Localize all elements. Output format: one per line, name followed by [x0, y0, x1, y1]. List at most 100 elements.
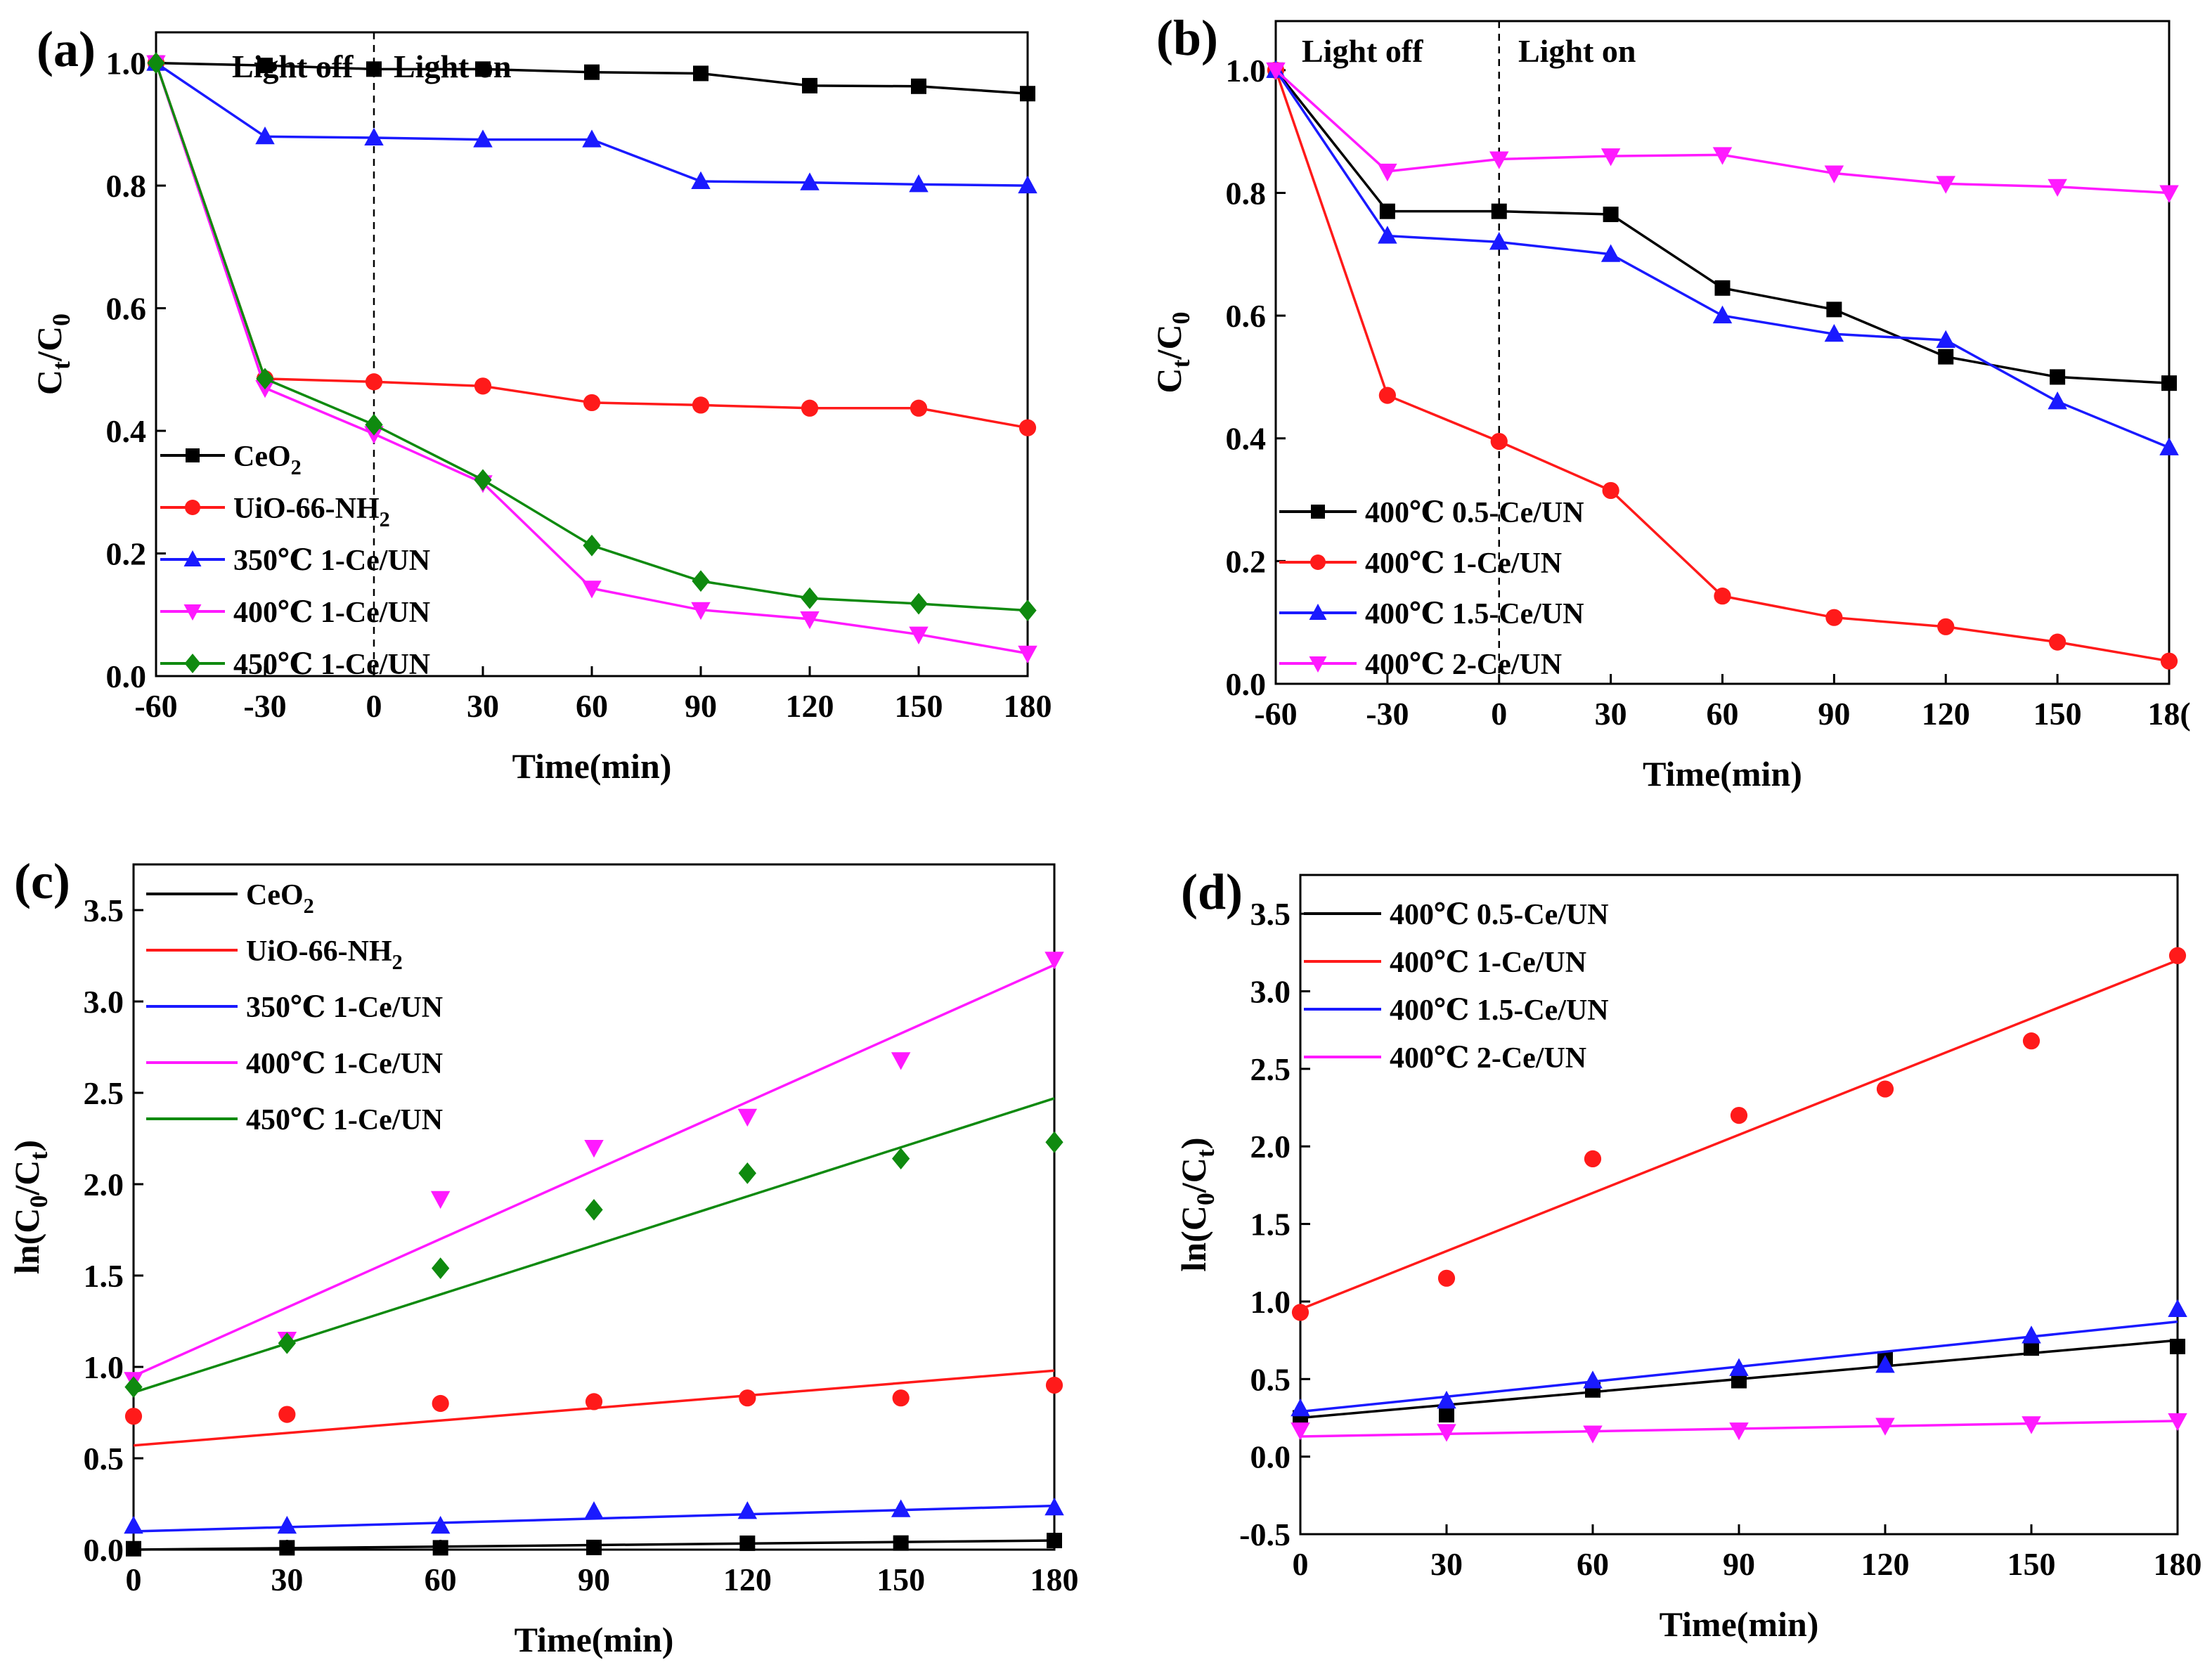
- data-point: [800, 611, 820, 630]
- subscript: t: [25, 1152, 53, 1160]
- text-part: ): [7, 1140, 46, 1152]
- data-point: [584, 1140, 604, 1158]
- text-part: 400℃ 1-Ce/UN: [1365, 547, 1562, 580]
- text-part: CeO: [233, 441, 291, 473]
- legend-marker: [1311, 505, 1325, 519]
- legend-label: 450℃ 1-Ce/UN: [233, 649, 430, 681]
- data-point: [1489, 232, 1509, 250]
- series-0: [126, 1533, 1062, 1557]
- plot-frame: [155, 31, 1029, 677]
- data-point: [256, 368, 274, 390]
- x-axis-title: Time(min): [1643, 754, 1802, 793]
- x-tick-label: 60: [1577, 1546, 1609, 1582]
- y-tick-label: 2.5: [84, 1075, 124, 1111]
- panel-d: 0 30 60 90 120 150 180 -0.5 0.0 0.5 1.0 1.5 2.0 2.5 3.…: [1174, 864, 2202, 1644]
- light-on-label: Light on: [1518, 33, 1636, 69]
- data-point: [2022, 1325, 2041, 1344]
- legend-label: 350℃ 1-Ce/UN: [233, 545, 430, 577]
- data-point: [430, 1191, 451, 1209]
- legend-label: 400℃ 1-Ce/UN: [246, 1048, 443, 1080]
- light-off-label: Light off: [1302, 33, 1423, 69]
- series-1: [124, 1369, 1063, 1447]
- x-tick-label: -30: [1366, 696, 1409, 732]
- data-point: [586, 1539, 602, 1555]
- y-tick-label: 0.6: [106, 291, 147, 327]
- data-point: [1291, 1422, 1310, 1441]
- data-point: [1378, 163, 1397, 182]
- text-part: UiO-66-NH: [246, 935, 392, 968]
- y-tick-label: 1.5: [1250, 1207, 1291, 1243]
- data-point: [257, 58, 273, 74]
- y-tick-label: 0.4: [106, 413, 147, 449]
- data-point: [1712, 305, 1733, 324]
- data-point: [2159, 437, 2179, 455]
- series-2: [1291, 1299, 2187, 1417]
- data-point: [585, 1199, 603, 1221]
- legend-marker: [185, 500, 200, 515]
- data-point: [432, 1257, 450, 1279]
- data-point: [432, 1540, 448, 1556]
- data-point: [800, 172, 820, 190]
- legend-marker: [183, 604, 202, 621]
- data-point: [801, 399, 819, 417]
- x-tick-label: 150: [895, 688, 943, 724]
- data-point: [891, 1052, 911, 1070]
- data-point: [279, 1540, 295, 1556]
- data-point: [1875, 1355, 1895, 1373]
- data-point: [1018, 645, 1037, 664]
- legend-marker: [183, 550, 202, 566]
- data-point: [1825, 609, 1843, 626]
- text-part: 350℃ 1-Ce/UN: [233, 545, 430, 577]
- data-point: [1875, 1418, 1895, 1436]
- x-tick-label: -60: [1254, 696, 1297, 732]
- legend-label: 400℃ 0.5-Ce/UN: [1365, 497, 1584, 529]
- text-part: 350℃ 1-Ce/UN: [246, 992, 443, 1024]
- subscript: 0: [1167, 311, 1195, 324]
- y-tick-label: 2.0: [84, 1167, 124, 1202]
- x-axis-title: Time(min): [1660, 1604, 1819, 1644]
- fit-line: [1300, 959, 2178, 1311]
- legend-marker: [1309, 656, 1327, 673]
- data-point: [365, 373, 383, 391]
- text-part: 400℃ 1-Ce/UN: [233, 597, 430, 629]
- data-point: [584, 64, 600, 80]
- x-tick-label: 180: [2154, 1546, 2202, 1582]
- subscript: 0: [47, 313, 75, 326]
- legend-label: 400℃ 1-Ce/UN: [1365, 547, 1562, 580]
- y-tick-label: 1.0: [106, 46, 147, 82]
- text-part: /C: [1149, 324, 1189, 360]
- y-tick-label: 0.8: [1226, 175, 1267, 211]
- data-point: [1603, 207, 1619, 223]
- data-point: [1712, 147, 1733, 165]
- subscript: t: [1167, 359, 1195, 368]
- text-part: 400℃ 0.5-Ce/UN: [1365, 497, 1584, 529]
- y-axis-title: ln(C0/Ct): [7, 1140, 53, 1274]
- x-tick-label: 60: [425, 1562, 457, 1597]
- series-1: [1291, 947, 2187, 1321]
- text-part: 400℃ 1-Ce/UN: [1390, 947, 1586, 979]
- data-point: [1714, 280, 1731, 296]
- y-tick-label: 0.0: [1226, 666, 1267, 702]
- data-point: [1491, 203, 1507, 219]
- y-tick-label: 1.0: [84, 1349, 124, 1385]
- data-point: [1018, 419, 1037, 436]
- panel-c: 0 30 60 90 120 150 180 0.0 0.5 1.0 1.5 2.0 2.5 3.0 3.5…: [7, 853, 1079, 1659]
- data-point: [2168, 1413, 2187, 1432]
- data-point: [693, 65, 709, 82]
- data-point: [126, 1540, 141, 1557]
- data-point: [802, 77, 817, 93]
- legend-marker: [1309, 604, 1327, 620]
- text-part: 400℃ 1.5-Ce/UN: [1365, 598, 1584, 630]
- panel-label: (c): [14, 853, 70, 909]
- data-point: [2049, 633, 2067, 651]
- subscript: t: [1191, 1149, 1220, 1157]
- data-point: [1730, 1106, 1748, 1124]
- data-point: [738, 1162, 756, 1184]
- text-part: 400℃ 2-Ce/UN: [1365, 649, 1562, 681]
- data-point: [1729, 1358, 1749, 1376]
- data-point: [893, 1535, 909, 1551]
- series-3: [1291, 1413, 2187, 1444]
- text-part: ): [1174, 1137, 1213, 1149]
- data-point: [1490, 433, 1508, 450]
